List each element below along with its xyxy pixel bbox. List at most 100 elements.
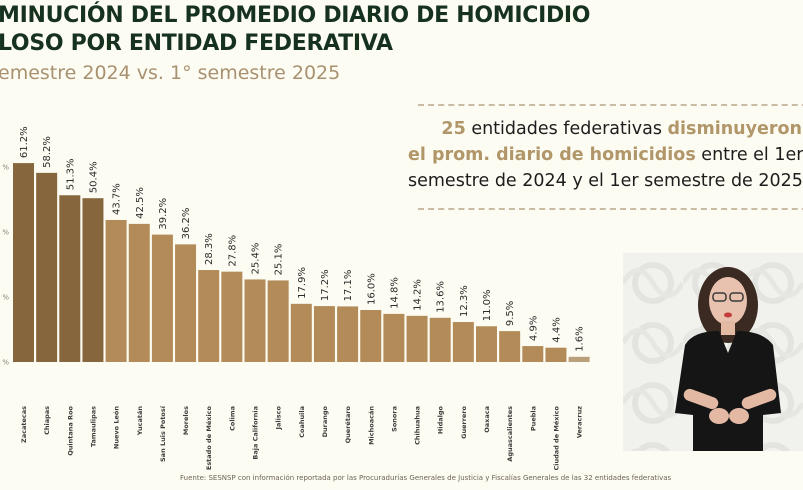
- bar-oaxaca: [476, 326, 497, 362]
- bar-chiapas: [36, 172, 58, 362]
- bar-quer-taro: [337, 306, 359, 362]
- value-label: 17.2%: [320, 269, 331, 301]
- callout-box: 25 entidades federativas disminuyeron el…: [408, 104, 803, 210]
- bar-nuevo-le-n: [105, 219, 127, 362]
- x-tick-label: Chiapas: [43, 406, 51, 435]
- x-tick-label: Jalisco: [275, 405, 283, 430]
- page-title: MINUCIÓN DEL PROMEDIO DIARIO DE HOMICIDI…: [0, 2, 591, 58]
- value-label: 17.1%: [343, 270, 354, 302]
- interpreter-image: [623, 253, 803, 451]
- y-tick-label: %: [2, 294, 9, 302]
- y-tick-label: %: [2, 229, 9, 237]
- x-tick-label: Ciudad de México: [552, 405, 560, 470]
- x-tick-label: Veracruz: [576, 406, 584, 438]
- bar-veracruz: [568, 356, 590, 362]
- value-label: 9.5%: [505, 301, 516, 326]
- bar-durango: [313, 306, 335, 362]
- x-tick-label: Quintana Roo: [66, 405, 74, 455]
- x-tick-label: Tamaulipas: [89, 406, 97, 447]
- value-label: 12.3%: [459, 285, 470, 317]
- x-tick-label: Sonora: [390, 406, 398, 432]
- x-tick-label: Guerrero: [460, 405, 468, 438]
- x-tick-label: Colima: [228, 406, 236, 431]
- value-label: 13.6%: [436, 281, 447, 313]
- bar-jalisco: [267, 280, 289, 362]
- value-label: 39.2%: [158, 198, 169, 230]
- callout-text-3: semestre de 2024 y el 1er semestre de 20…: [408, 171, 803, 191]
- bar-aguascalientes: [499, 331, 521, 362]
- value-label: 4.9%: [528, 316, 539, 341]
- x-tick-label: Chihuahua: [414, 406, 422, 445]
- y-axis: %%%%: [2, 164, 9, 367]
- bar-sonora: [383, 313, 405, 362]
- bar-hidalgo: [429, 317, 451, 362]
- bar-tamaulipas: [82, 198, 104, 362]
- source-footnote: Fuente: SESNSP con información reportada…: [180, 474, 672, 482]
- value-label: 1.6%: [575, 326, 586, 351]
- value-label: 58.2%: [42, 136, 53, 168]
- x-tick-label: Michoacán: [367, 406, 375, 445]
- x-tick-label: Nuevo León: [113, 406, 121, 449]
- bar-chart: %%%% 61.2% 58.2% 51.3% 50.4% 43.7% 42.5% 39.2%…: [2, 126, 590, 470]
- value-label: 28.3%: [204, 233, 215, 265]
- value-label: 4.4%: [551, 317, 562, 342]
- page-subtitle: emestre 2024 vs. 1° semestre 2025: [0, 62, 341, 84]
- callout-highlight-2: el prom. diario de homicidios: [408, 145, 696, 165]
- value-label: 14.8%: [389, 277, 400, 309]
- bar-coahuila: [290, 303, 312, 362]
- bar-zacatecas: [13, 163, 34, 362]
- value-label: 36.2%: [181, 208, 192, 240]
- value-label: 27.8%: [227, 235, 238, 267]
- bar-ciudad-de-m-xico: [545, 347, 567, 362]
- value-labels: 61.2% 58.2% 51.3% 50.4% 43.7% 42.5% 39.2% 36.2%…: [19, 126, 586, 351]
- divider-bottom: [418, 208, 803, 210]
- x-tick-label: Coahuila: [298, 406, 306, 438]
- value-label: 50.4%: [88, 161, 99, 193]
- x-tick-label: Yucatán: [136, 406, 144, 437]
- x-tick-label: Puebla: [529, 406, 537, 431]
- x-tick-label: Baja California: [252, 406, 260, 460]
- bar-colima: [221, 271, 243, 362]
- bar-guerrero: [452, 322, 474, 362]
- bar-morelos: [175, 244, 197, 362]
- callout-highlight-1: disminuyeron: [667, 119, 802, 139]
- bar-quintana-roo: [59, 195, 81, 362]
- value-label: 25.1%: [274, 244, 285, 276]
- callout-text: 25 entidades federativas disminuyeron el…: [408, 116, 803, 194]
- x-tick-label: Estado de México: [205, 405, 213, 470]
- callout-count: 25: [441, 119, 466, 139]
- x-tick-label: Durango: [321, 405, 329, 437]
- bar-yucat-n: [128, 223, 150, 362]
- value-label: 42.5%: [135, 187, 146, 219]
- value-label: 25.4%: [251, 243, 262, 275]
- bars: [13, 163, 590, 362]
- value-label: 11.0%: [482, 289, 493, 321]
- value-label: 43.7%: [112, 183, 123, 215]
- value-label: 51.3%: [65, 158, 76, 190]
- callout-text-2: entre el 1er: [695, 145, 803, 165]
- sign-language-interpreter-video: [623, 253, 803, 451]
- bar-san-luis-potos-: [151, 234, 173, 362]
- value-label: 14.2%: [413, 279, 424, 311]
- x-tick-label: Querétaro: [344, 405, 352, 443]
- y-tick-label: %: [2, 359, 9, 367]
- bar-puebla: [522, 346, 544, 362]
- x-tick-label: Hidalgo: [437, 405, 445, 434]
- value-label: 61.2%: [19, 126, 30, 158]
- callout-text-1: entidades federativas: [465, 119, 668, 139]
- divider-top: [418, 104, 803, 106]
- bar-chihuahua: [406, 315, 428, 362]
- x-tick-label: Aguascalientes: [506, 406, 514, 462]
- title-line-1: MINUCIÓN DEL PROMEDIO DIARIO DE HOMICIDI…: [0, 3, 591, 28]
- x-tick-label: Morelos: [182, 406, 190, 435]
- x-tick-label: Zacatecas: [20, 406, 28, 443]
- bar-baja-california: [244, 279, 266, 362]
- y-tick-label: %: [2, 164, 9, 172]
- x-tick-label: Oaxaca: [483, 406, 491, 433]
- title-line-2: LOSO POR ENTIDAD FEDERATIVA: [0, 31, 393, 56]
- bar-estado-de-m-xico: [198, 270, 220, 362]
- bar-michoac-n: [360, 310, 382, 362]
- x-tick-label: San Luis Potosí: [159, 405, 167, 462]
- x-labels: Zacatecas Chiapas Quintana Roo Tamaulipas Nu…: [20, 405, 584, 470]
- value-label: 17.9%: [297, 267, 308, 299]
